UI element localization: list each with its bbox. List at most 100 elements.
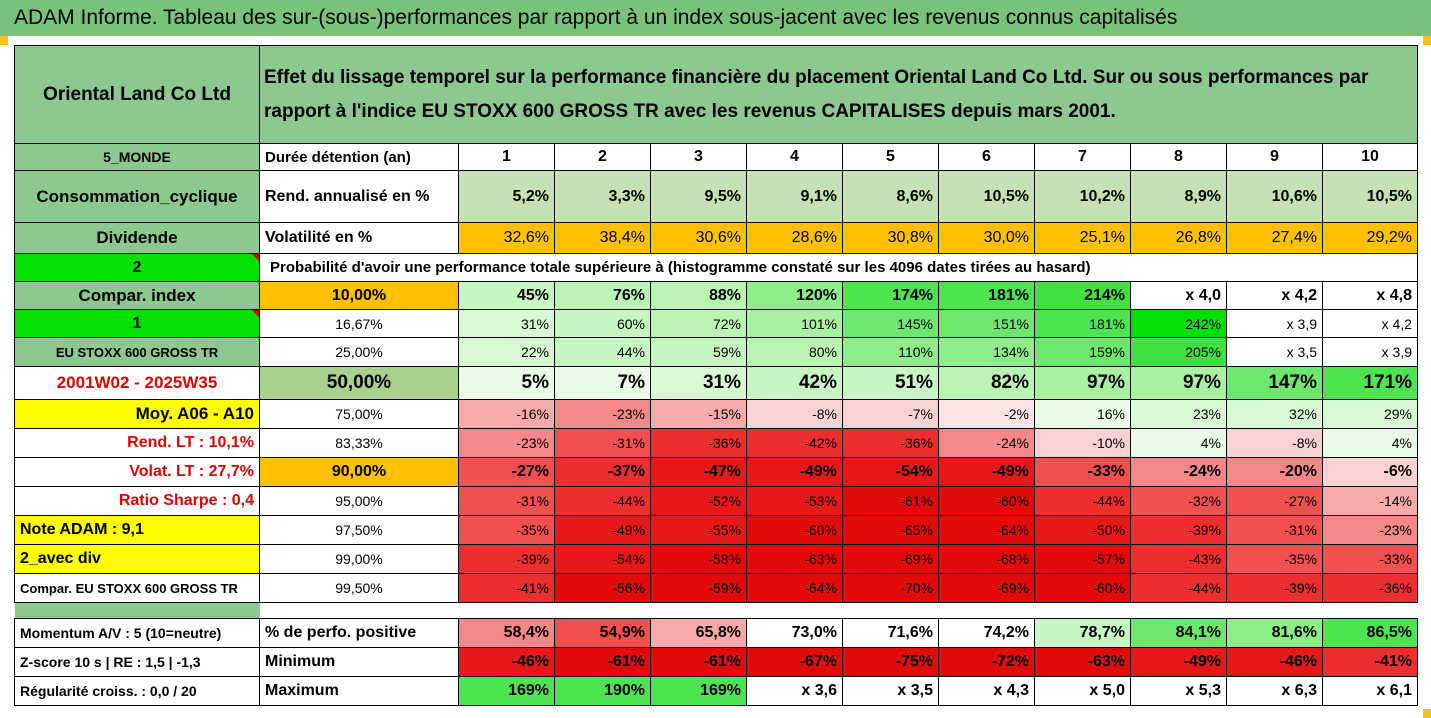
quantile-row: Compar. index 10,00% 45% 76% 88% 120% 174% 181%… — [14, 281, 1418, 310]
annual-return-2: 3,3% — [554, 170, 651, 223]
quantile-value: -44% — [554, 486, 651, 516]
quantile-row: Volat. LT : 27,7% 90,00% -27% -37% -47% -49% -… — [14, 457, 1418, 487]
quantile-value: 31% — [458, 309, 555, 338]
quantile-level: 99,00% — [259, 544, 459, 574]
quantile-value: -36% — [650, 428, 747, 458]
volatility-8: 26,8% — [1130, 222, 1227, 254]
pos-value: 78,7% — [1034, 618, 1131, 648]
annual-return-5: 8,6% — [842, 170, 939, 223]
pos-value: 71,6% — [842, 618, 939, 648]
quantile-level: 50,00% — [259, 366, 459, 400]
dividend-label: Dividende — [14, 222, 260, 254]
with-dividend-label: 2_avec div — [14, 544, 260, 574]
zone-label: 5_MONDE — [14, 143, 260, 171]
quantile-value: -39% — [1226, 573, 1323, 603]
quantile-value: 151% — [938, 309, 1035, 338]
quantile-value: 31% — [650, 366, 747, 400]
min-value: -46% — [458, 647, 555, 677]
min-value: -41% — [1322, 647, 1418, 677]
quantile-value: -56% — [554, 573, 651, 603]
pos-value: 65,8% — [650, 618, 747, 648]
quantile-level: 97,50% — [259, 515, 459, 545]
quantile-level: 75,00% — [259, 399, 459, 429]
quantile-row: EU STOXX 600 GROSS TR 25,00% 22% 44% 59% 80% 1… — [14, 337, 1418, 367]
quantile-value: 171% — [1322, 366, 1418, 400]
quantile-value: 134% — [938, 337, 1035, 367]
annual-return-9: 10,6% — [1226, 170, 1323, 223]
quantile-value: 32% — [1226, 399, 1323, 429]
quantile-value: -8% — [1226, 428, 1323, 458]
quantile-value: -23% — [458, 428, 555, 458]
quantile-value: -27% — [1226, 486, 1323, 516]
quantile-value: 97% — [1034, 366, 1131, 400]
annual-return-6: 10,5% — [938, 170, 1035, 223]
quantile-value: -68% — [938, 544, 1035, 574]
minimum-label: Minimum — [259, 647, 459, 677]
quantile-value: -24% — [938, 428, 1035, 458]
volatility-10: 29,2% — [1322, 222, 1418, 254]
quantile-row: Rend. LT : 10,1% 83,33% -23% -31% -36% -42% -3… — [14, 428, 1418, 458]
pos-value: 81,6% — [1226, 618, 1323, 648]
quantile-value: 72% — [650, 309, 747, 338]
average-label: Moy. A06 - A10 — [14, 399, 260, 429]
quantile-value: 4% — [1130, 428, 1227, 458]
min-value: -61% — [554, 647, 651, 677]
year-header-9: 9 — [1226, 143, 1323, 171]
min-value: -63% — [1034, 647, 1131, 677]
quantile-value: -6% — [1322, 457, 1418, 487]
quantile-value: 51% — [842, 366, 939, 400]
quantile-value: -60% — [746, 515, 843, 545]
long-term-volatility: Volat. LT : 27,7% — [14, 457, 260, 487]
max-value: x 4,3 — [938, 676, 1035, 706]
quantile-value: -44% — [1130, 573, 1227, 603]
quantile-level: 25,00% — [259, 337, 459, 367]
quantile-value: 242% — [1130, 309, 1227, 338]
quantile-value: -69% — [842, 544, 939, 574]
max-value: 169% — [458, 676, 555, 706]
spacer-cell — [260, 603, 1418, 619]
min-value: -75% — [842, 647, 939, 677]
year-header-2: 2 — [554, 143, 651, 171]
quantile-value: -39% — [458, 544, 555, 574]
performance-table: Oriental Land Co Ltd Effet du lissage te… — [14, 45, 1418, 706]
quantile-value: 174% — [842, 281, 939, 310]
stats-row: Régularité croiss. : 0,0 / 20 Maximum 169%… — [14, 676, 1418, 706]
annual-return-3: 9,5% — [650, 170, 747, 223]
quantile-value: x 3,5 — [1226, 337, 1323, 367]
compare-index-label: Compar. index — [14, 281, 260, 310]
year-header-5: 5 — [842, 143, 939, 171]
quantile-value: 147% — [1226, 366, 1323, 400]
max-value: x 3,6 — [746, 676, 843, 706]
volatility-5: 30,8% — [842, 222, 939, 254]
quantile-value: -49% — [746, 457, 843, 487]
quantile-value: 80% — [746, 337, 843, 367]
corner-marker-bottom-right — [1423, 709, 1431, 718]
sharpe-ratio: Ratio Sharpe : 0,4 — [14, 486, 260, 516]
quantile-value: -36% — [1322, 573, 1418, 603]
quantile-value: 7% — [554, 366, 651, 400]
quantile-level: 83,33% — [259, 428, 459, 458]
annual-return-10: 10,5% — [1322, 170, 1418, 223]
table-description: Effet du lissage temporel sur la perform… — [259, 45, 1418, 144]
adam-score: Note ADAM : 9,1 — [14, 515, 260, 545]
period-label: 2001W02 - 2025W35 — [14, 366, 260, 400]
quantile-value: -54% — [842, 457, 939, 487]
quantile-value: -16% — [458, 399, 555, 429]
quantile-value: 181% — [1034, 309, 1131, 338]
year-header-1: 1 — [458, 143, 555, 171]
sector-label: Consommation_cyclique — [14, 170, 260, 223]
quantile-value: -49% — [554, 515, 651, 545]
quantile-value: -60% — [938, 486, 1035, 516]
quantile-row: Ratio Sharpe : 0,4 95,00% -31% -44% -52% -53%… — [14, 486, 1418, 516]
quantile-value: -65% — [842, 515, 939, 545]
quantile-value: 82% — [938, 366, 1035, 400]
quantile-value: 5% — [458, 366, 555, 400]
quantile-value: -14% — [1322, 486, 1418, 516]
quantile-level: 95,00% — [259, 486, 459, 516]
quantile-value: 110% — [842, 337, 939, 367]
maximum-label: Maximum — [259, 676, 459, 706]
quantile-value: -41% — [458, 573, 555, 603]
quantile-value: 97% — [1130, 366, 1227, 400]
quantile-value: -15% — [650, 399, 747, 429]
min-value: -46% — [1226, 647, 1323, 677]
